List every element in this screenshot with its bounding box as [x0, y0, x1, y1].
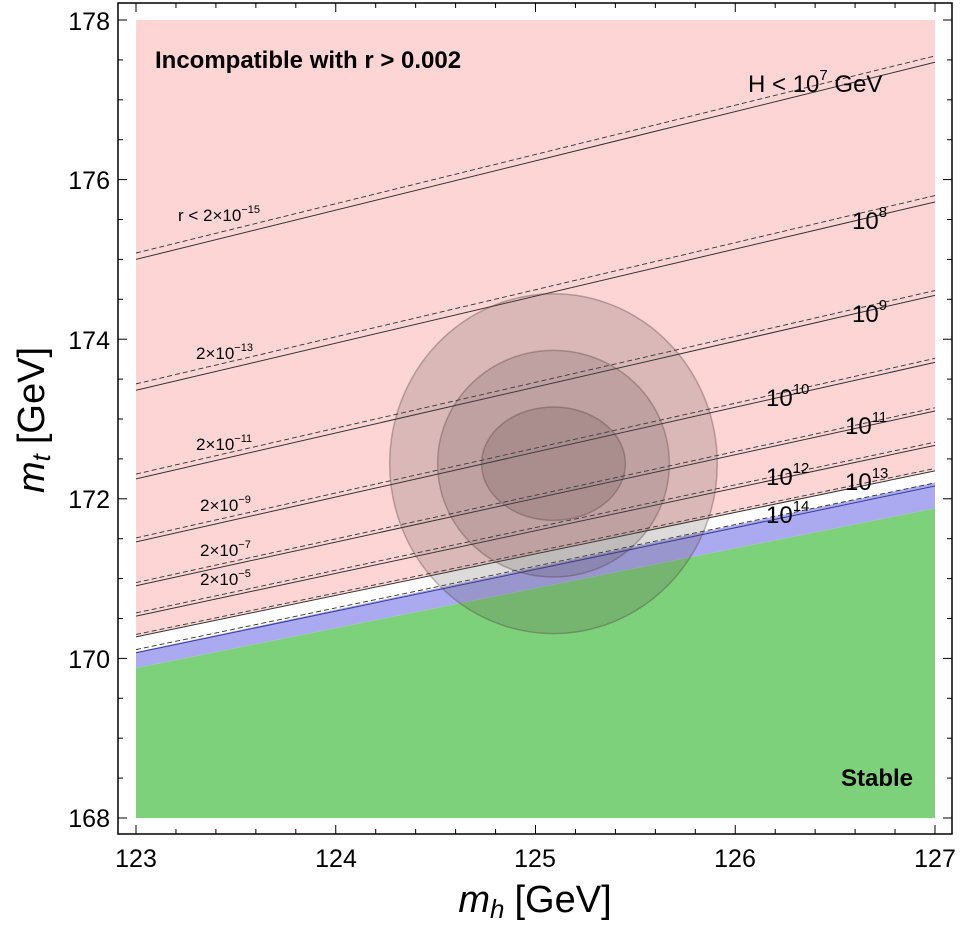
h-label-exp: 10 [793, 381, 810, 398]
h-label-base: 10 [766, 385, 793, 412]
axis-ticks [118, 3, 952, 834]
x-axis-subscript: h [490, 894, 504, 924]
h-bound-lines [136, 55, 935, 654]
h-label-base: 10 [845, 413, 872, 440]
h-label-suffix: GeV [828, 71, 883, 98]
r-bound-line-dashed [136, 482, 935, 651]
h-bound-line-solid [136, 294, 935, 480]
stable-label: Stable [841, 765, 913, 792]
y-tick-label: 174 [68, 327, 110, 355]
x-tick-label: 124 [315, 845, 357, 873]
y-tick-label: 172 [68, 486, 110, 514]
h-label-exp: 8 [879, 204, 887, 221]
r-bound-line-dashed [136, 468, 935, 635]
r-bound-line-dashed [136, 195, 935, 385]
y-tick-label: 176 [68, 167, 110, 195]
r-bound-label: 2×10−9 [200, 494, 251, 515]
r-bound-line-dashed [136, 357, 935, 539]
r-label-exp: −7 [238, 539, 251, 551]
r-bound-line-dashed [136, 407, 935, 584]
r-bound-label: 2×10−13 [196, 342, 253, 363]
x-tick-label: 126 [714, 845, 756, 873]
h-bound-label: 1014 [766, 498, 809, 529]
h-label-exp: 12 [793, 460, 810, 477]
incompatible-region [136, 20, 935, 637]
h-label-base: 10 [766, 502, 793, 529]
r-bound-label: 2×10−7 [200, 539, 251, 560]
h-bound-line-solid [136, 485, 935, 654]
confidence-ellipse-1sigma [480, 406, 627, 522]
x-axis-symbol: m [458, 879, 490, 921]
h-label-base: 10 [852, 208, 879, 235]
r-label-base: 2×10 [196, 344, 234, 363]
h-label-exp: 14 [793, 498, 810, 515]
confidence-ellipse-2sigma [436, 349, 671, 578]
h-bound-line-solid [136, 201, 935, 391]
h-bound-line-solid [136, 61, 935, 260]
h-label-base: 10 [845, 469, 872, 496]
y-tick-label: 178 [68, 8, 110, 36]
y-axis-symbol: m [11, 461, 53, 493]
h-label-exp: 9 [879, 297, 887, 314]
r-label-base: r < 2×10 [178, 206, 241, 225]
y-tick-label: 170 [68, 646, 110, 674]
r-label-base: 2×10 [200, 496, 238, 515]
h-bound-label: 1012 [766, 460, 809, 491]
r-label-exp: −5 [238, 568, 251, 580]
h-bound-label: 1013 [845, 465, 888, 496]
r-label-base: 2×10 [196, 435, 234, 454]
h-bound-line-solid [136, 470, 935, 638]
r-bound-line-dashed [136, 55, 935, 254]
r-label-exp: −9 [238, 494, 251, 506]
r-bound-label: 2×10−11 [196, 433, 252, 454]
r-bound-label: r < 2×10−15 [178, 204, 260, 225]
h-label-exp: 7 [819, 67, 827, 84]
h-bound-label: 1011 [845, 409, 887, 440]
r-label-exp: −11 [234, 433, 252, 445]
h-bound-line-solid [136, 410, 935, 587]
h-bound-line-solid [136, 361, 935, 543]
r-bound-line-dashed [136, 290, 935, 475]
h-label-base: 10 [766, 464, 793, 491]
r-label-base: 2×10 [200, 570, 238, 589]
r-label-exp: −15 [241, 204, 260, 216]
confidence-ellipse-3sigma [388, 292, 719, 635]
h-bound-line-solid [136, 444, 935, 617]
h-bound-label: 109 [852, 297, 887, 328]
r-label-base: 2×10 [200, 541, 238, 560]
h-bound-label: H < 107 GeV [748, 67, 882, 98]
r-bound-line-dashed [136, 441, 935, 614]
x-tick-label: 123 [115, 845, 157, 873]
h-label-exp: 11 [872, 409, 888, 426]
x-tick-label: 127 [914, 845, 956, 873]
x-axis-unit: [GeV] [514, 879, 611, 921]
y-axis-title: mt [GeV] [11, 347, 56, 493]
x-tick-label: 125 [514, 845, 556, 873]
h-label-base: 10 [852, 301, 879, 328]
h-label-base: H < 10 [748, 71, 819, 98]
r-bound-label: 2×10−5 [200, 568, 251, 589]
stable-region [136, 508, 935, 818]
y-axis-unit: [GeV] [11, 347, 53, 444]
h-bound-label: 108 [852, 204, 887, 235]
h-label-exp: 13 [872, 465, 889, 482]
y-axis-subscript: t [26, 452, 56, 461]
y-tick-label: 168 [68, 805, 110, 833]
confidence-ellipses [388, 292, 719, 635]
h-bound-label: 1010 [766, 381, 809, 412]
instability-band-region [136, 482, 935, 668]
incompatible-label: Incompatible with r > 0.002 [155, 47, 461, 74]
x-axis-title: mh [GeV] [458, 879, 611, 924]
r-label-exp: −13 [234, 342, 253, 354]
